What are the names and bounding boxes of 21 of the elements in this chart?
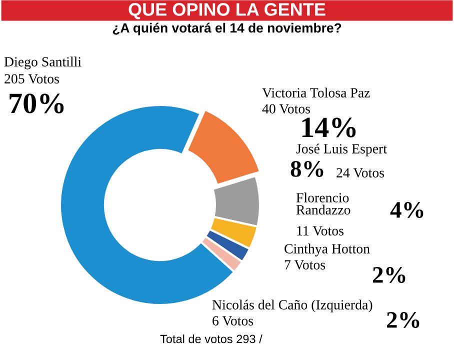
slice-label: Diego Santilli — [4, 56, 82, 70]
slice-label: Victoria Tolosa Paz — [262, 88, 370, 98]
text: 4% — [390, 202, 424, 218]
data-label: 205 Votos — [4, 74, 59, 84]
text: 2% — [386, 312, 420, 328]
text: 2% — [372, 266, 406, 283]
slice-label: Nicolás del Caño (Izquierda) — [212, 300, 372, 312]
data-label: 24 Votos — [336, 168, 384, 178]
data-label: 11 Votos — [297, 226, 344, 236]
chart-title: QUE OPINO LA GENTE — [128, 3, 326, 20]
data-label: 7 Votos — [284, 260, 326, 270]
slice-label: Cinthya Hotton — [284, 244, 370, 256]
text: 70% — [10, 94, 64, 114]
slice-label: José Luis Espert — [296, 144, 387, 156]
text: 14% — [302, 118, 356, 138]
text: 8% — [290, 160, 324, 177]
data-label: 6 Votos — [212, 316, 254, 326]
chart-subtitle: ¿A quién votará el 14 de noviembre? — [112, 22, 342, 36]
text: Total de votos 293 / — [160, 334, 262, 344]
slice-label: Florencio Randazzo — [296, 192, 350, 215]
data-label: 40 Votos — [262, 104, 310, 114]
